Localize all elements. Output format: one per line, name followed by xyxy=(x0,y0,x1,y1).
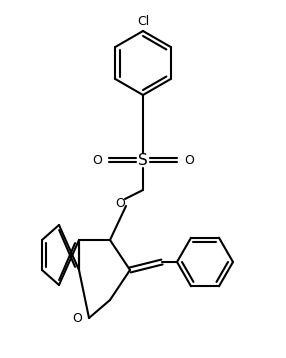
Text: O: O xyxy=(72,311,82,324)
Text: O: O xyxy=(115,197,125,209)
Text: Cl: Cl xyxy=(137,15,149,28)
Text: O: O xyxy=(92,154,102,166)
Text: S: S xyxy=(138,153,148,168)
Text: O: O xyxy=(184,154,194,166)
